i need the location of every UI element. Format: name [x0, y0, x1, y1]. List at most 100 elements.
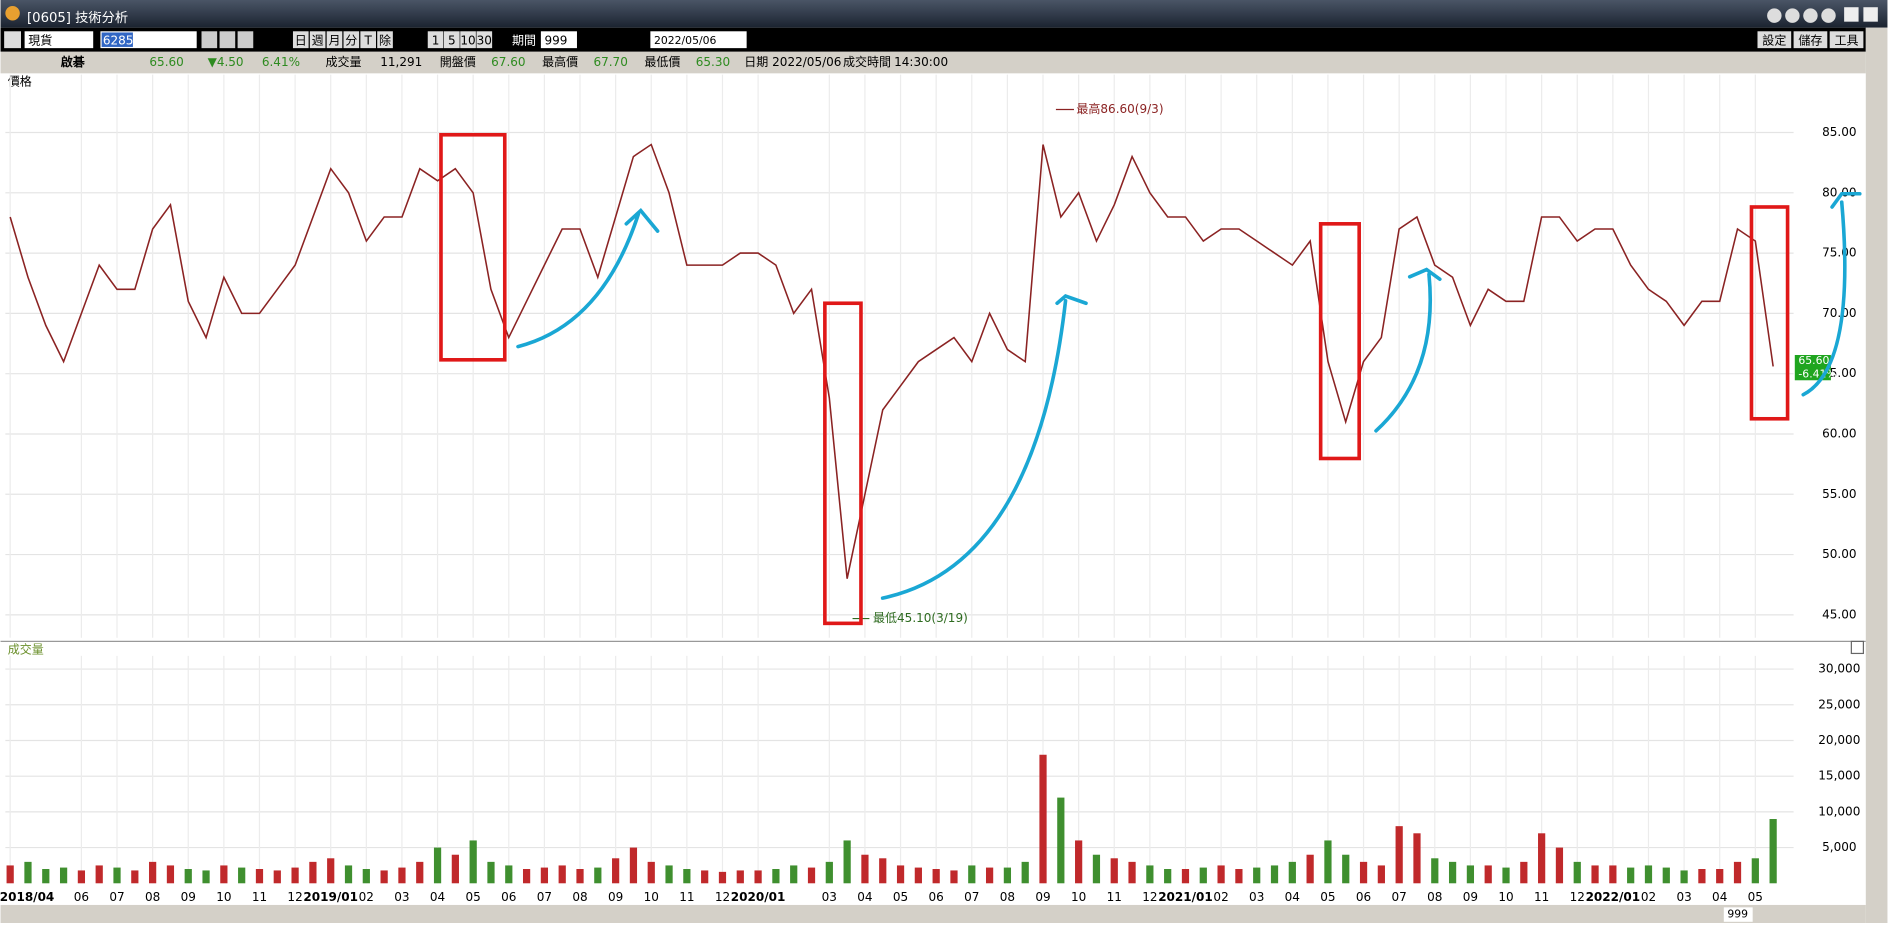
volume-bar — [1573, 861, 1581, 884]
x-tick-label: 08 — [572, 890, 587, 904]
volume-bar — [576, 869, 584, 884]
tool-label: 設定 — [1762, 32, 1786, 47]
x-tick-label: 08 — [1000, 890, 1015, 904]
volume-bar — [1164, 869, 1172, 884]
x-tick-label: 03 — [822, 890, 837, 904]
volume-bar — [825, 861, 833, 884]
period-button[interactable] — [360, 31, 376, 49]
volume-bar — [1092, 854, 1101, 884]
volume-bar — [1662, 867, 1670, 884]
period-label: 月 — [328, 33, 340, 47]
side-toolbar — [1865, 27, 1888, 923]
volume-bar — [1377, 865, 1385, 884]
range: 999 — [544, 33, 567, 47]
tool-button[interactable] — [1793, 31, 1828, 49]
scrollbar[interactable] — [0, 904, 1866, 923]
x-tick-label: 2019/01 — [303, 890, 358, 904]
x-tick-label: 2020/01 — [731, 890, 786, 904]
tool-icons[interactable] — [201, 31, 254, 49]
x-tick-label: 10 — [644, 890, 659, 904]
period-button[interactable] — [309, 31, 326, 49]
period-button[interactable] — [377, 31, 393, 49]
volume-bar — [344, 865, 353, 884]
quote-label: 開盤價 — [440, 55, 476, 69]
low-annotation: 最低45.10(3/19) — [873, 611, 968, 625]
volume-bar — [1003, 867, 1012, 884]
price-percent: 6.41% — [262, 55, 300, 69]
volume-bar — [772, 869, 780, 884]
x-tick-label: 04 — [1285, 890, 1300, 904]
minute-button[interactable] — [427, 31, 444, 49]
volume-bar — [1716, 869, 1724, 884]
volume-bar — [701, 870, 709, 884]
period-button[interactable] — [326, 31, 343, 49]
x-tick-label: 09 — [1035, 890, 1050, 904]
market-select[interactable] — [24, 31, 94, 49]
volume-bar — [1484, 865, 1492, 884]
volume-bar — [790, 865, 798, 884]
window-title: [0605] 技術分析 — [27, 10, 128, 26]
volume-bar — [398, 867, 406, 884]
chart-area — [0, 73, 1866, 905]
volume-bar — [1199, 867, 1207, 884]
x-tick-label: 08 — [145, 890, 160, 904]
panel-title: 成交量 — [8, 641, 44, 656]
quote-label: 最低價 — [644, 55, 680, 69]
quote-label: 成交時間 — [843, 54, 891, 69]
play-button[interactable] — [4, 31, 22, 49]
x-tick-label: 12 — [1570, 890, 1585, 904]
date-input[interactable] — [650, 31, 747, 49]
volume-bar — [594, 867, 602, 884]
trend-arrows — [516, 191, 1862, 600]
volume-bar — [487, 861, 495, 884]
window-controls[interactable] — [1767, 7, 1878, 23]
minute-label: 30 — [477, 33, 492, 47]
minute-button[interactable] — [460, 31, 476, 49]
x-tick-label: 03 — [1676, 890, 1691, 904]
zoom-input[interactable] — [1723, 907, 1753, 922]
period-button[interactable] — [343, 31, 360, 49]
title-bar — [0, 0, 1888, 28]
x-tick-label: 06 — [929, 890, 944, 904]
x-tick-label: 2018/04 — [0, 890, 54, 904]
tool-label: 工具 — [1835, 33, 1859, 47]
last-price-tag-text: -6.41% — [1798, 367, 1836, 380]
volume-bar — [914, 867, 922, 884]
y-tick-label: 80.00 — [1822, 185, 1856, 199]
x-tick-label: 04 — [857, 890, 872, 904]
quote-value: 65.30 — [696, 55, 730, 69]
volume-bar — [1644, 865, 1653, 884]
x-tick-label: 02 — [1641, 890, 1656, 904]
close-panel[interactable] — [1850, 640, 1864, 655]
minute-button[interactable] — [476, 31, 493, 49]
volume-bar — [896, 865, 905, 884]
x-tick-label: 12 — [715, 890, 730, 904]
volume-bar — [95, 865, 103, 884]
period-label: 除 — [379, 32, 391, 47]
volume-bar — [362, 869, 370, 884]
symbol-highlight — [101, 32, 133, 47]
quote-value: 14:30:00 — [894, 55, 948, 69]
tool-button[interactable] — [1829, 31, 1864, 49]
volume-bar — [1609, 865, 1617, 884]
period-button[interactable] — [292, 31, 309, 49]
tool-button[interactable] — [1757, 31, 1792, 49]
volume-bar — [505, 865, 513, 884]
volume-bar — [1627, 867, 1635, 884]
high-annotation: 最高86.60(9/3) — [1076, 101, 1163, 116]
volume-bar — [736, 870, 744, 884]
volume-bar — [1466, 865, 1475, 884]
y-tick-label: 85.00 — [1822, 125, 1856, 139]
minute-button[interactable] — [443, 31, 460, 49]
volume-bar — [327, 858, 335, 884]
x-tick-label: 2021/01 — [1158, 890, 1213, 904]
volume-bar — [1359, 861, 1368, 884]
x-tick-label: 09 — [1463, 890, 1478, 904]
stock-name: 啟碁 — [61, 54, 86, 69]
volume-bar — [469, 840, 477, 884]
quote-value: 11,291 — [380, 55, 422, 69]
range-input[interactable] — [540, 31, 577, 49]
volume-bar — [59, 867, 68, 884]
volume-bar — [683, 869, 691, 884]
volume-bar — [1021, 861, 1029, 884]
